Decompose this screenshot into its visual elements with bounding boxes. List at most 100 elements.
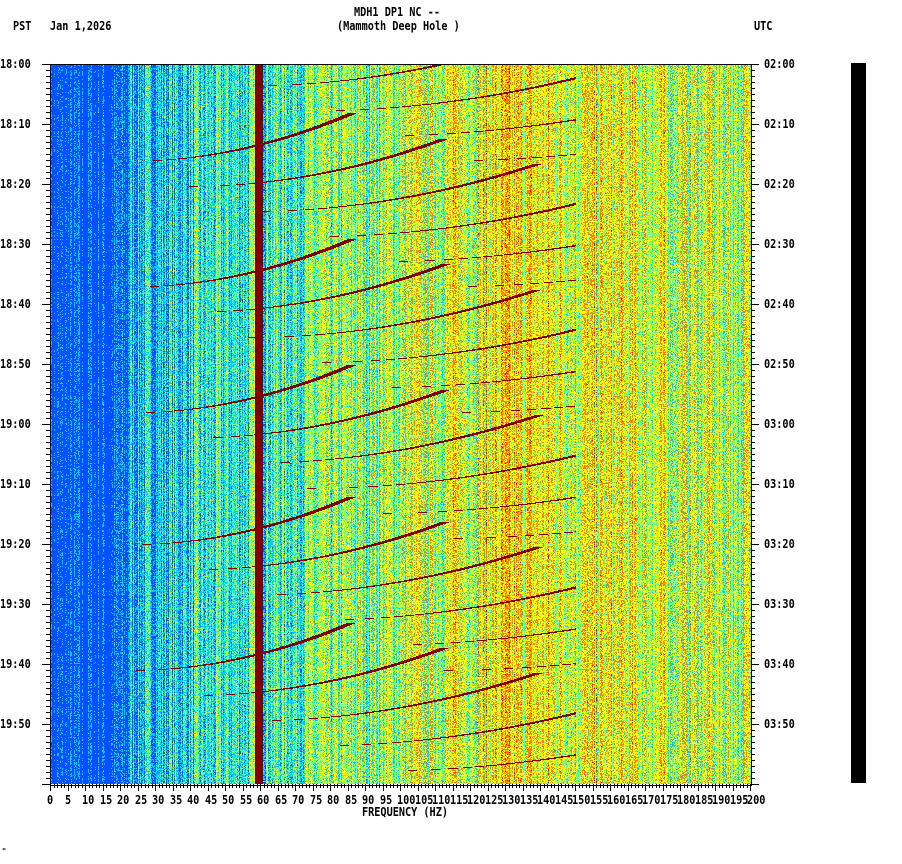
y-tick-right xyxy=(751,658,755,659)
x-tick xyxy=(400,784,401,791)
y-tick-right xyxy=(751,736,755,737)
x-tick xyxy=(484,784,485,788)
x-tick-label: 80 xyxy=(327,793,340,807)
x-tick xyxy=(89,784,90,788)
x-tick xyxy=(334,784,335,788)
y-tick-right xyxy=(751,70,755,71)
y-tick-right xyxy=(751,310,755,311)
x-tick xyxy=(747,784,748,788)
x-tick xyxy=(341,784,342,788)
y-tick-left xyxy=(46,178,50,179)
y-tick-left xyxy=(46,154,50,155)
y-tick-left xyxy=(46,478,50,479)
y-tick-right xyxy=(751,538,755,539)
y-tick-left xyxy=(46,706,50,707)
y-tick-right xyxy=(751,400,755,401)
y-tick-right xyxy=(751,88,755,89)
y-tick-left xyxy=(46,88,50,89)
x-tick xyxy=(624,784,625,788)
y-tick-left xyxy=(46,172,50,173)
y-tick-left xyxy=(46,136,50,137)
x-tick xyxy=(218,784,219,788)
y-tick-right xyxy=(751,280,755,281)
y-tick-right xyxy=(751,262,755,263)
x-tick xyxy=(670,784,671,788)
y-tick-left xyxy=(46,448,50,449)
x-tick-label: 140 xyxy=(537,793,556,807)
x-tick xyxy=(236,784,237,788)
x-tick xyxy=(698,784,699,791)
y-tick-right xyxy=(751,106,755,107)
x-tick xyxy=(82,784,83,788)
y-tick-right xyxy=(751,490,755,491)
y-tick-right xyxy=(751,418,755,419)
y-tick-right xyxy=(751,166,755,167)
y-tick-left xyxy=(46,550,50,551)
x-tick-label: 195 xyxy=(730,793,749,807)
x-tick xyxy=(285,784,286,788)
y-tick-left xyxy=(46,442,50,443)
x-tick xyxy=(663,784,664,791)
y-tick-right xyxy=(751,406,755,407)
y-tick-left xyxy=(46,526,50,527)
y-tick-right xyxy=(751,346,755,347)
x-tick-label: 10 xyxy=(82,793,95,807)
y-tick-label-left: 18:00 xyxy=(0,57,31,71)
y-tick-right xyxy=(751,496,755,497)
y-tick-left xyxy=(46,454,50,455)
x-tick xyxy=(64,784,65,788)
x-tick xyxy=(141,784,142,788)
chart-title: MDH1 DP1 NC -- xyxy=(354,5,440,19)
x-tick xyxy=(393,784,394,788)
x-tick xyxy=(145,784,146,788)
x-tick xyxy=(544,784,545,788)
x-tick xyxy=(551,784,552,788)
x-tick xyxy=(365,784,366,791)
y-tick-left xyxy=(46,574,50,575)
y-tick-left xyxy=(46,508,50,509)
x-tick xyxy=(103,784,104,791)
y-tick-right xyxy=(751,478,755,479)
y-tick-right xyxy=(751,766,755,767)
x-tick xyxy=(99,784,100,788)
x-tick xyxy=(159,784,160,788)
y-tick-left xyxy=(42,124,50,125)
x-tick-label: 125 xyxy=(485,793,504,807)
y-tick-right xyxy=(751,328,755,329)
y-tick-label-right: 03:00 xyxy=(764,417,795,431)
x-tick-label: 20 xyxy=(117,793,130,807)
y-tick-left xyxy=(46,106,50,107)
y-tick-left xyxy=(46,376,50,377)
y-tick-left xyxy=(46,94,50,95)
x-tick xyxy=(267,784,268,788)
y-tick-right xyxy=(751,112,755,113)
x-tick xyxy=(68,784,69,791)
y-tick-left xyxy=(46,436,50,437)
y-tick-label-right: 03:50 xyxy=(764,717,795,731)
y-tick-left xyxy=(46,700,50,701)
y-tick-left xyxy=(46,70,50,71)
x-tick xyxy=(512,784,513,788)
x-tick xyxy=(113,784,114,788)
y-tick-left xyxy=(46,100,50,101)
x-tick xyxy=(201,784,202,788)
y-tick-left xyxy=(42,364,50,365)
x-tick-label: 90 xyxy=(362,793,375,807)
x-tick-label: 5 xyxy=(65,793,72,807)
x-tick-label: 185 xyxy=(695,793,714,807)
x-tick xyxy=(120,784,121,791)
x-tick-label: 100 xyxy=(397,793,416,807)
x-tick xyxy=(547,784,548,788)
y-tick-right xyxy=(751,730,755,731)
y-tick-right xyxy=(751,82,755,83)
y-tick-left xyxy=(42,664,50,665)
y-tick-right xyxy=(751,586,755,587)
y-tick-left xyxy=(46,514,50,515)
y-tick-right xyxy=(751,124,759,125)
y-tick-right xyxy=(751,388,755,389)
y-tick-left xyxy=(46,562,50,563)
x-tick xyxy=(428,784,429,788)
x-tick xyxy=(222,784,223,788)
y-tick-left xyxy=(46,346,50,347)
x-tick xyxy=(533,784,534,788)
